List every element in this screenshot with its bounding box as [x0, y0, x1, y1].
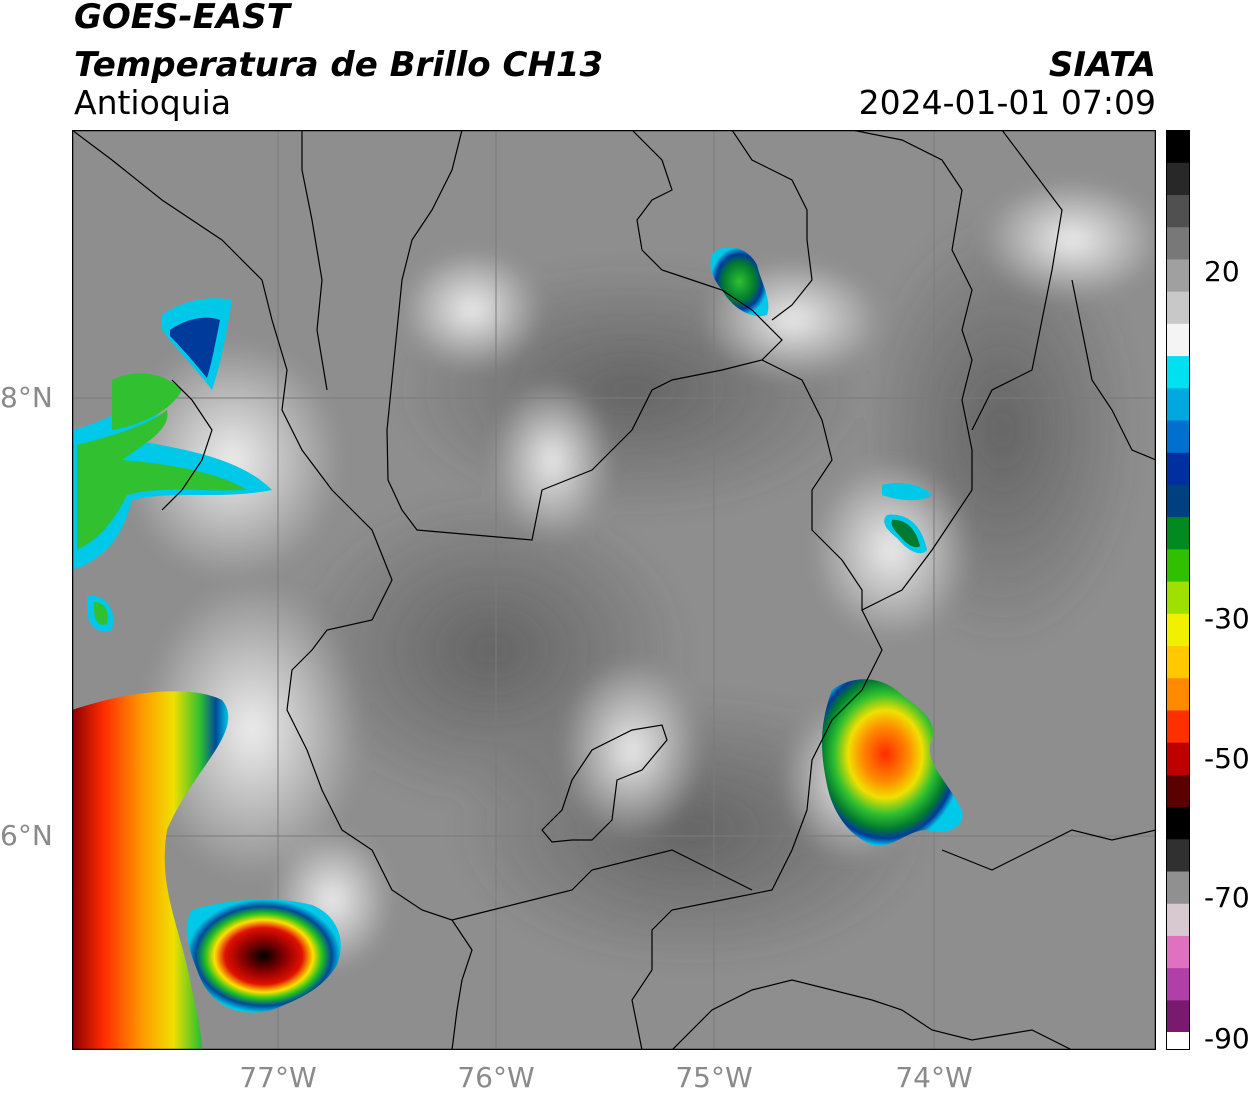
colorbar-segment — [1166, 516, 1190, 550]
colorbar-segment — [1166, 355, 1190, 389]
colorbar-segment — [1166, 291, 1190, 324]
colorbar-tick-minus50: -50 — [1204, 742, 1250, 775]
colorbar-segment — [1166, 742, 1190, 775]
lon-tick-75W: 75°W — [675, 1061, 753, 1094]
colorbar-tick-minus90: -90 — [1204, 1022, 1250, 1055]
colorbar-segment — [1166, 709, 1190, 743]
colorbar-segment — [1166, 130, 1190, 163]
colorbar-segment — [1166, 645, 1190, 679]
colorbar-segment — [1166, 226, 1190, 260]
lon-tick-74W: 74°W — [895, 1061, 973, 1094]
lat-tick-8N: 8°N — [0, 381, 53, 414]
satellite-map — [72, 130, 1156, 1050]
colorbar-segment — [1166, 548, 1190, 582]
map-frame — [72, 130, 1156, 1050]
colorbar-segment — [1166, 870, 1190, 904]
colorbar-segment — [1166, 838, 1190, 872]
colorbar-segment — [1166, 387, 1190, 421]
colorbar-tick-20: 20 — [1204, 255, 1240, 288]
colorbar-segment — [1166, 935, 1190, 969]
satellite-title: GOES-EAST — [74, 0, 290, 37]
colorbar-segment — [1166, 194, 1190, 228]
colorbar-segment — [1166, 613, 1190, 647]
lat-tick-6N: 6°N — [0, 819, 53, 852]
colorbar-segment — [1166, 999, 1190, 1033]
cold-streaks-east — [882, 483, 932, 554]
colorbar-segment — [1166, 581, 1190, 614]
convective-cell-southwest — [186, 899, 341, 1013]
cold-cloud-west — [72, 298, 272, 1050]
colorbar-segment — [1166, 1032, 1190, 1050]
colorbar — [1166, 130, 1190, 1050]
colorbar-frame — [1166, 130, 1190, 1050]
lon-tick-76W: 76°W — [457, 1061, 535, 1094]
colorbar-segment — [1166, 258, 1190, 292]
convective-cell-east — [822, 679, 963, 846]
colorbar-segment — [1166, 774, 1190, 808]
product-title: Temperatura de Brillo CH13 — [74, 45, 604, 85]
colorbar-segment — [1166, 452, 1190, 485]
colorbar-tick-minus70: -70 — [1204, 881, 1250, 914]
lon-tick-77W: 77°W — [239, 1061, 317, 1094]
colorbar-segment — [1166, 484, 1190, 518]
datetime-label: 2024-01-01 07:09 — [858, 83, 1156, 122]
colorbar-segment — [1166, 677, 1190, 711]
colorbar-segment — [1166, 903, 1190, 936]
organization-label: SIATA — [1048, 45, 1156, 85]
colorbar-segment — [1166, 806, 1190, 840]
convective-cell-north — [710, 247, 769, 317]
admin-borders — [72, 130, 1156, 1050]
colorbar-segment — [1166, 323, 1190, 357]
gridlines — [72, 130, 1156, 1050]
region-label: Antioquia — [74, 83, 232, 122]
colorbar-segment — [1166, 162, 1190, 196]
colorbar-segment — [1166, 419, 1190, 453]
colorbar-tick-minus30: -30 — [1204, 602, 1250, 635]
colorbar-segment — [1166, 967, 1190, 1001]
